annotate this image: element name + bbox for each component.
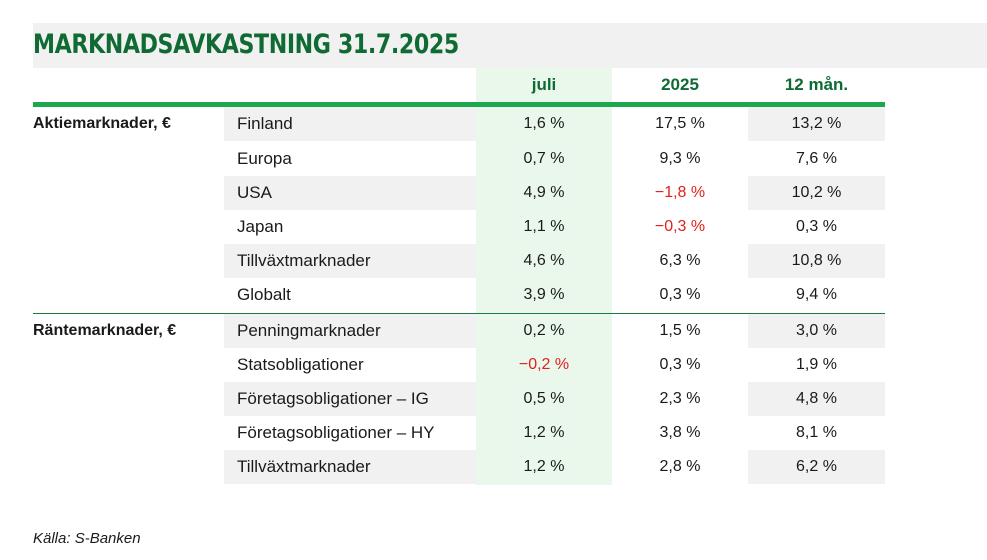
table-row: Japan 1,1 % −0,3 % 0,3 % <box>0 210 987 244</box>
value-cell-juli: 1,6 % <box>523 115 565 132</box>
table-row: Statsobligationer −0,2 % 0,3 % 1,9 % <box>0 348 987 382</box>
value-cell-m12: 1,9 % <box>796 356 837 373</box>
row-shade-label <box>224 107 476 141</box>
value-cell-m12: 8,1 % <box>796 424 837 441</box>
value-cell-y2025: 17,5 % <box>655 115 705 132</box>
source-note: Källa: S-Banken <box>33 530 141 547</box>
value-cell-juli: 1,2 % <box>523 458 565 475</box>
page-title: MARKNADSAVKASTNING 31.7.2025 <box>33 29 459 60</box>
value-cell-m12: 9,4 % <box>796 286 837 303</box>
value-cell-y2025: 9,3 % <box>659 150 701 167</box>
table-row: Företagsobligationer – IG 0,5 % 2,3 % 4,8 % <box>0 382 987 416</box>
value-cell-juli: 0,2 % <box>523 322 565 339</box>
row-label: Finland <box>237 114 293 133</box>
value-cell-juli: 1,2 % <box>523 424 565 441</box>
row-shade-12m <box>748 314 885 348</box>
value-cell-juli: 0,7 % <box>523 150 565 167</box>
row-shade-label <box>224 382 476 416</box>
row-label: Globalt <box>237 285 291 304</box>
row-shade-label <box>224 244 476 278</box>
value-cell-m12: 10,2 % <box>791 184 842 201</box>
table-row: USA 4,9 % −1,8 % 10,2 % <box>0 176 987 210</box>
value-cell-m12: 7,6 % <box>796 150 837 167</box>
value-cell-y2025: 3,8 % <box>659 424 701 441</box>
row-label: Tillväxtmarknader <box>237 251 371 270</box>
value-cell-y2025: −1,8 % <box>654 184 706 201</box>
row-shade-12m <box>748 450 885 484</box>
row-shade-label <box>224 176 476 210</box>
value-cell-juli: −0,2 % <box>518 356 570 373</box>
row-shade-label <box>224 314 476 348</box>
value-cell-m12: 4,8 % <box>796 390 837 407</box>
row-label: Företagsobligationer – HY <box>237 423 435 442</box>
table-row: Företagsobligationer – HY 1,2 % 3,8 % 8,1 % <box>0 416 987 450</box>
row-shade-12m <box>748 382 885 416</box>
value-cell-m12: 3,0 % <box>796 322 837 339</box>
row-label: USA <box>237 183 272 202</box>
value-cell-y2025: 6,3 % <box>659 252 701 269</box>
row-shade-12m <box>748 176 885 210</box>
group-label: Aktiemarknader, € <box>33 115 171 132</box>
value-cell-y2025: 2,3 % <box>659 390 701 407</box>
group-label: Räntemarknader, € <box>33 322 177 339</box>
column-header-12-man: 12 mån. <box>784 75 849 94</box>
row-shade-12m <box>748 244 885 278</box>
value-cell-m12: 10,8 % <box>791 252 842 269</box>
value-cell-m12: 6,2 % <box>796 458 837 475</box>
table-row: Aktiemarknader, € Finland 1,6 % 17,5 % 13,2 … <box>0 107 987 141</box>
column-header-2025: 2025 <box>661 75 699 94</box>
value-cell-y2025: −0,3 % <box>654 218 706 235</box>
juli-column-highlight <box>476 68 612 485</box>
value-cell-y2025: 1,5 % <box>659 322 701 339</box>
header-divider <box>33 102 885 107</box>
row-shade-label <box>224 450 476 484</box>
value-cell-y2025: 0,3 % <box>659 286 701 303</box>
row-shade-12m <box>748 107 885 141</box>
value-cell-m12: 13,2 % <box>791 115 842 132</box>
row-label: Statsobligationer <box>237 355 364 374</box>
table-row: Europa 0,7 % 9,3 % 7,6 % <box>0 142 987 176</box>
table-row: Tillväxtmarknader 4,6 % 6,3 % 10,8 % <box>0 244 987 278</box>
row-label: Penningmarknader <box>237 321 381 340</box>
group-divider <box>33 313 885 314</box>
table-row: Tillväxtmarknader 1,2 % 2,8 % 6,2 % <box>0 450 987 484</box>
value-cell-m12: 0,3 % <box>796 218 837 235</box>
title-bar: MARKNADSAVKASTNING 31.7.2025 <box>33 23 987 68</box>
row-label: Tillväxtmarknader <box>237 457 371 476</box>
value-cell-juli: 0,5 % <box>523 390 565 407</box>
value-cell-juli: 4,6 % <box>523 252 565 269</box>
row-label: Företagsobligationer – IG <box>237 389 429 408</box>
value-cell-juli: 1,1 % <box>523 218 565 235</box>
table-row: Globalt 3,9 % 0,3 % 9,4 % <box>0 278 987 312</box>
row-label: Japan <box>237 217 284 236</box>
column-header-juli: juli <box>531 75 557 94</box>
value-cell-y2025: 2,8 % <box>659 458 701 475</box>
row-label: Europa <box>237 149 292 168</box>
value-cell-juli: 3,9 % <box>523 286 565 303</box>
value-cell-y2025: 0,3 % <box>659 356 701 373</box>
table-row: Räntemarknader, € Penningmarknader 0,2 % 1,… <box>0 314 987 348</box>
value-cell-juli: 4,9 % <box>523 184 565 201</box>
